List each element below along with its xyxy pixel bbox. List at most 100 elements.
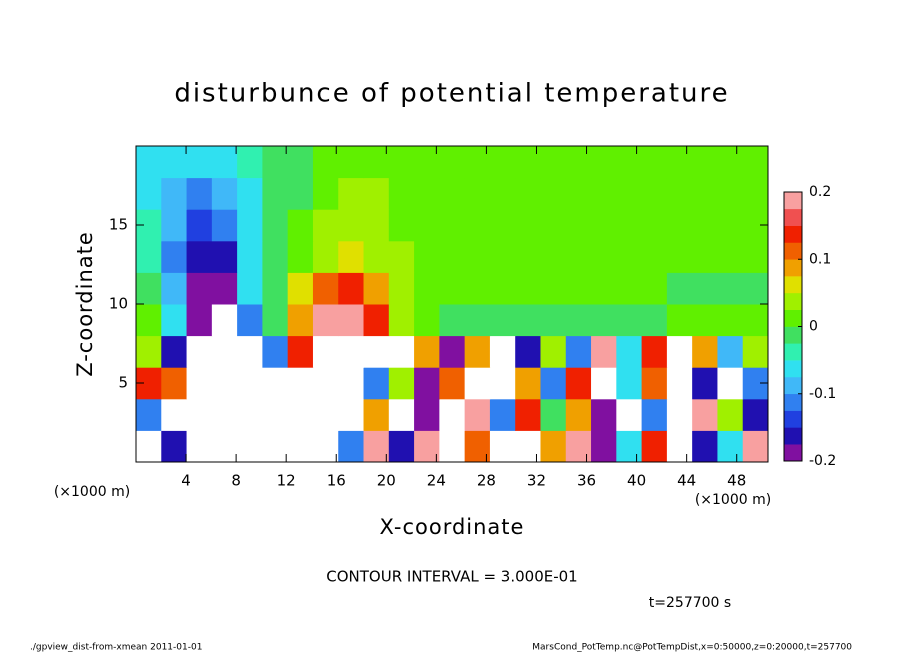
heat-cell <box>666 146 693 179</box>
heat-cell <box>464 367 491 400</box>
heat-cell <box>540 272 567 305</box>
heat-cell <box>515 272 541 305</box>
x-tick-label: 12 <box>277 472 296 490</box>
heat-cell <box>287 146 314 179</box>
heat-cell <box>211 240 238 273</box>
heat-cell <box>161 209 188 242</box>
heat-cell <box>641 398 668 431</box>
heat-cell <box>338 430 365 463</box>
heat-cell <box>641 367 668 400</box>
colorbar-swatch <box>784 276 802 294</box>
heat-cell <box>312 430 339 463</box>
heat-cell <box>287 398 314 431</box>
heat-cell <box>489 177 516 210</box>
heat-cell <box>161 398 188 431</box>
heat-cell <box>717 367 744 400</box>
heat-cell <box>312 272 339 305</box>
heat-cell <box>666 209 693 242</box>
heat-cell <box>565 209 592 242</box>
heat-cell <box>616 177 643 210</box>
heat-cell <box>742 240 769 273</box>
x-tick-label: 44 <box>677 472 696 490</box>
heat-cell <box>616 304 643 337</box>
heat-cell <box>186 367 213 400</box>
heat-cell <box>136 146 162 179</box>
heat-cell <box>540 367 567 400</box>
heat-cell <box>489 272 516 305</box>
x-tick-label: 4 <box>181 472 191 490</box>
x-unit-label: (×1000 m) <box>695 492 771 508</box>
heat-cell <box>439 304 466 337</box>
colorbar-swatch <box>784 259 802 277</box>
heat-cell <box>237 146 263 179</box>
heat-cell <box>439 367 466 400</box>
heat-cell <box>363 177 390 210</box>
heat-cell <box>287 367 314 400</box>
heat-cell <box>287 335 314 368</box>
heat-cell <box>312 177 339 210</box>
heat-cell <box>616 146 643 179</box>
heat-cell <box>565 146 592 179</box>
heat-cell <box>237 209 263 242</box>
heat-cell <box>515 146 541 179</box>
heat-cell <box>161 146 188 179</box>
heat-cell <box>591 335 617 368</box>
heat-cell <box>717 146 744 179</box>
heat-cell <box>666 177 693 210</box>
heat-cell <box>439 430 466 463</box>
heat-cell <box>186 304 213 337</box>
heat-cell <box>489 430 516 463</box>
heat-cell <box>666 304 693 337</box>
heat-cell <box>616 398 643 431</box>
heat-cell <box>287 272 314 305</box>
heat-cell <box>338 398 365 431</box>
heat-cell <box>666 272 693 305</box>
colorbar-swatch <box>784 208 802 226</box>
heat-cell <box>565 430 592 463</box>
heat-cell <box>287 240 314 273</box>
heat-cell <box>692 146 718 179</box>
colorbar-swatch <box>784 376 802 395</box>
heat-cell <box>338 335 365 368</box>
heat-cell <box>717 272 744 305</box>
x-tick-label: 48 <box>727 472 746 490</box>
colorbar-swatch <box>784 225 802 243</box>
heat-cell <box>591 430 617 463</box>
heat-cell <box>312 209 339 242</box>
heat-cell <box>439 177 466 210</box>
heat-cell <box>388 272 415 305</box>
colorbar-swatch <box>784 192 802 210</box>
heat-cell <box>464 177 491 210</box>
heat-cell <box>363 272 390 305</box>
heat-cell <box>338 146 365 179</box>
heat-cell <box>692 398 718 431</box>
heat-cell <box>262 209 289 242</box>
heat-cell <box>312 335 339 368</box>
heat-cell <box>742 304 769 337</box>
heat-cell <box>515 335 541 368</box>
heat-cell <box>388 240 415 273</box>
heat-cell <box>161 304 188 337</box>
heat-cell <box>211 304 238 337</box>
heat-cell <box>464 335 491 368</box>
footer-left: ./gpview_dist-from-xmean 2011-01-01 <box>30 643 202 653</box>
heat-cell <box>540 209 567 242</box>
y-tick-label: 15 <box>109 216 128 234</box>
heat-cell <box>591 209 617 242</box>
heat-cell <box>237 335 263 368</box>
heat-cell <box>312 240 339 273</box>
heat-cell <box>211 335 238 368</box>
heat-cell <box>641 272 668 305</box>
colorbar-tick-label: 0.2 <box>809 184 831 200</box>
colorbar-swatch <box>784 360 802 378</box>
heat-cell <box>186 272 213 305</box>
heat-cell <box>666 367 693 400</box>
heat-cell <box>211 398 238 431</box>
heat-cell <box>363 335 390 368</box>
x-tick-label: 16 <box>327 472 346 490</box>
heat-cell <box>692 209 718 242</box>
heat-cell <box>641 209 668 242</box>
heat-cell <box>540 177 567 210</box>
